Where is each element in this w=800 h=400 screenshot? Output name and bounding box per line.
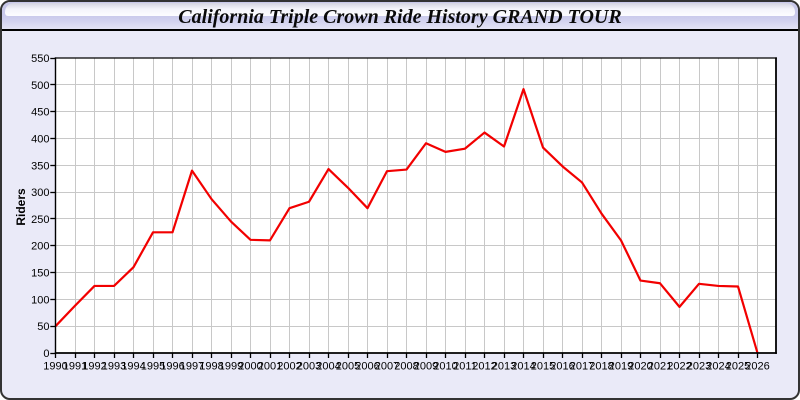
- svg-text:2023: 2023: [687, 361, 711, 373]
- svg-text:2022: 2022: [667, 361, 691, 373]
- svg-text:2015: 2015: [531, 361, 555, 373]
- svg-text:2013: 2013: [492, 361, 516, 373]
- svg-text:2004: 2004: [316, 361, 340, 373]
- svg-text:2016: 2016: [550, 361, 574, 373]
- svg-text:0: 0: [43, 348, 49, 360]
- svg-text:2019: 2019: [609, 361, 633, 373]
- svg-text:450: 450: [31, 107, 49, 119]
- svg-text:1992: 1992: [82, 361, 106, 373]
- svg-text:2005: 2005: [336, 361, 360, 373]
- svg-text:2014: 2014: [511, 361, 535, 373]
- svg-text:2003: 2003: [297, 361, 321, 373]
- svg-text:50: 50: [37, 321, 49, 333]
- svg-text:1993: 1993: [102, 361, 126, 373]
- svg-text:1995: 1995: [141, 361, 165, 373]
- svg-text:250: 250: [31, 214, 49, 226]
- svg-text:150: 150: [31, 268, 49, 280]
- svg-text:2017: 2017: [570, 361, 594, 373]
- svg-text:2010: 2010: [433, 361, 457, 373]
- svg-text:1994: 1994: [121, 361, 145, 373]
- svg-text:2009: 2009: [414, 361, 438, 373]
- svg-text:350: 350: [31, 160, 49, 172]
- svg-text:1991: 1991: [63, 361, 87, 373]
- svg-text:1996: 1996: [160, 361, 184, 373]
- svg-text:2006: 2006: [355, 361, 379, 373]
- svg-text:2011: 2011: [453, 361, 477, 373]
- svg-text:2000: 2000: [238, 361, 262, 373]
- svg-text:200: 200: [31, 241, 49, 253]
- svg-text:100: 100: [31, 294, 49, 306]
- svg-text:2012: 2012: [472, 361, 496, 373]
- svg-text:500: 500: [31, 80, 49, 92]
- svg-text:2007: 2007: [375, 361, 399, 373]
- svg-text:2001: 2001: [258, 361, 282, 373]
- svg-text:2018: 2018: [589, 361, 613, 373]
- svg-text:400: 400: [31, 133, 49, 145]
- svg-text:550: 550: [31, 53, 49, 65]
- svg-text:Riders: Riders: [14, 188, 28, 226]
- svg-text:1990: 1990: [43, 361, 67, 373]
- svg-text:2002: 2002: [277, 361, 301, 373]
- svg-text:2024: 2024: [706, 361, 730, 373]
- svg-text:2020: 2020: [628, 361, 652, 373]
- svg-text:2021: 2021: [648, 361, 672, 373]
- svg-text:1998: 1998: [199, 361, 223, 373]
- svg-text:300: 300: [31, 187, 49, 199]
- svg-text:2008: 2008: [394, 361, 418, 373]
- svg-text:2026: 2026: [745, 361, 769, 373]
- svg-text:1997: 1997: [180, 361, 204, 373]
- svg-text:1999: 1999: [219, 361, 243, 373]
- svg-text:2025: 2025: [726, 361, 750, 373]
